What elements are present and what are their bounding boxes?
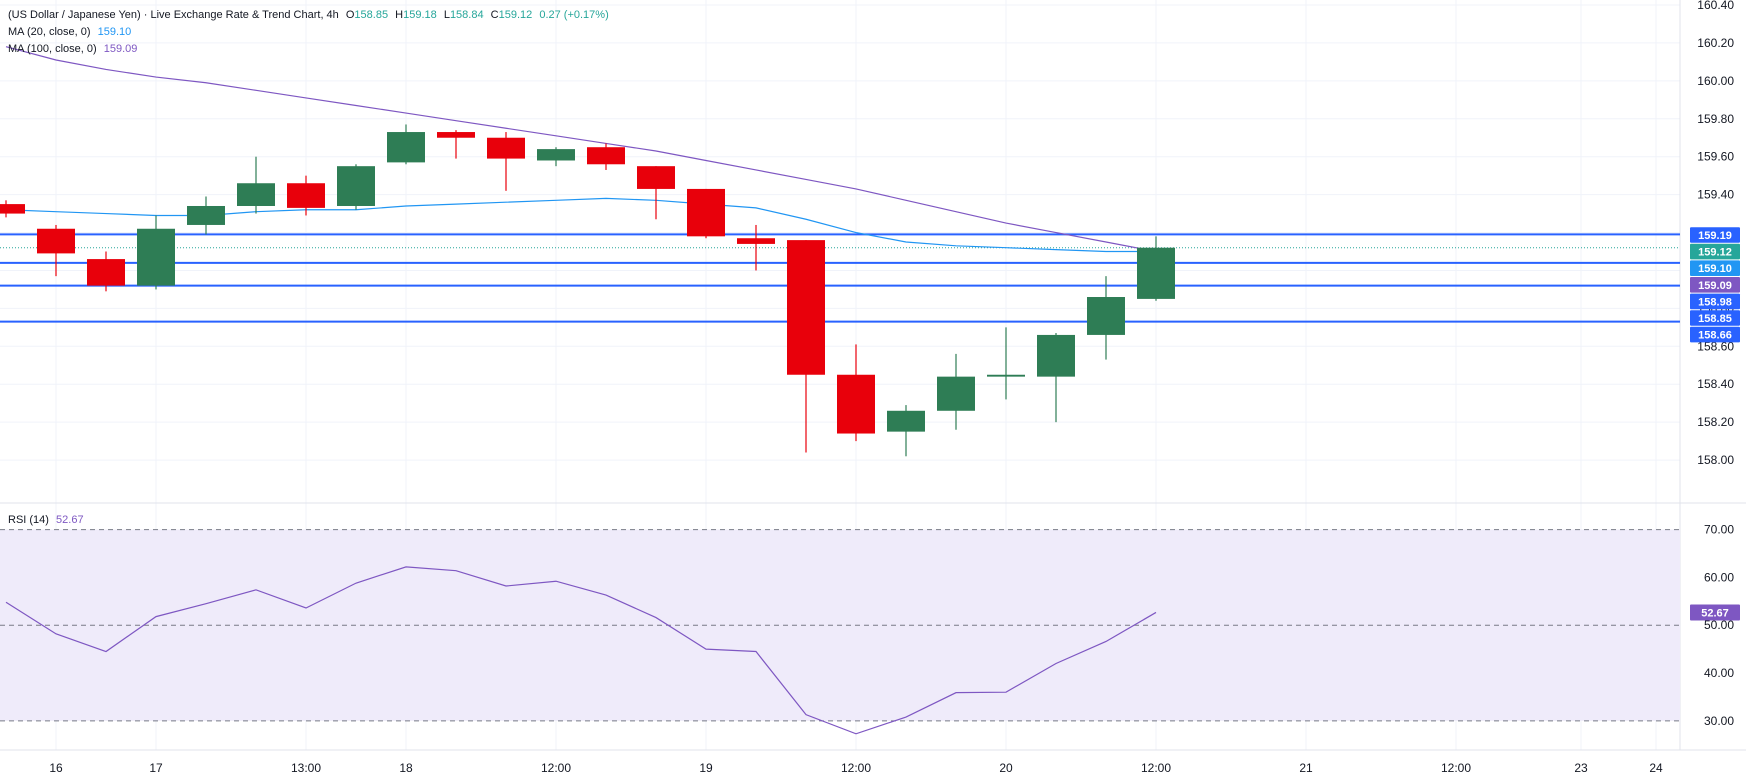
ma20-line[interactable] bbox=[5, 197, 1156, 253]
candle-body-up[interactable] bbox=[987, 374, 1025, 377]
ma100-label: MA (100, close, 0) bbox=[8, 43, 97, 55]
candle-body-up[interactable] bbox=[887, 410, 925, 432]
candle-body-up[interactable] bbox=[537, 149, 575, 161]
price-axis-tag bbox=[1690, 243, 1740, 260]
chart-title: (US Dollar / Japanese Yen) · Live Exchan… bbox=[8, 9, 339, 21]
candle-body-up[interactable] bbox=[1087, 297, 1125, 335]
price-tick-label: 160.40 bbox=[1697, 0, 1734, 12]
price-axis-tag bbox=[1690, 260, 1740, 276]
price-axis-tag-label: 159.09 bbox=[1698, 280, 1732, 292]
time-tick-label: 12:00 bbox=[541, 761, 571, 775]
candle-body-up[interactable] bbox=[1137, 247, 1175, 299]
time-tick-label: 18 bbox=[399, 761, 413, 775]
ma100-line[interactable] bbox=[5, 46, 1157, 253]
rsi-value: 52.67 bbox=[56, 514, 84, 526]
price-tick-label: 159.60 bbox=[1697, 150, 1734, 164]
time-tick-label: 12:00 bbox=[841, 761, 871, 775]
rsi-tick-label: 50.00 bbox=[1704, 618, 1734, 632]
candle-body-down[interactable] bbox=[437, 132, 475, 138]
price-tick-label: 159.80 bbox=[1697, 112, 1734, 126]
price-tick-label: 158.00 bbox=[1697, 453, 1734, 467]
rsi-tick-label: 70.00 bbox=[1704, 523, 1734, 537]
high-readout: H159.18 bbox=[395, 9, 437, 21]
price-axis-tag bbox=[1690, 326, 1740, 343]
candle-body-up[interactable] bbox=[137, 228, 175, 286]
price-tick-label: 160.20 bbox=[1697, 36, 1734, 50]
candle-body-down[interactable] bbox=[837, 374, 875, 434]
rsi-legend[interactable]: RSI (14) 52.67 bbox=[8, 514, 88, 526]
price-tick-label: 158.20 bbox=[1697, 415, 1734, 429]
change-readout: 0.27 (+0.17%) bbox=[539, 9, 609, 21]
candle-body-down[interactable] bbox=[0, 204, 25, 214]
price-tick-label: 160.00 bbox=[1697, 74, 1734, 88]
rsi-value-tag-label: 52.67 bbox=[1701, 607, 1729, 619]
time-tick-label: 19 bbox=[699, 761, 713, 775]
open-readout: O158.85 bbox=[345, 9, 389, 21]
time-tick-label: 12:00 bbox=[1141, 761, 1171, 775]
ma100-legend[interactable]: MA (100, close, 0) 159.09 bbox=[8, 43, 141, 55]
candle-body-down[interactable] bbox=[37, 228, 75, 254]
close-readout: C159.12 bbox=[490, 9, 533, 21]
price-axis-tag bbox=[1690, 310, 1740, 326]
candle-body-up[interactable] bbox=[387, 132, 425, 163]
price-axis-tag-label: 158.98 bbox=[1698, 296, 1732, 308]
candle-body-down[interactable] bbox=[287, 183, 325, 208]
price-axis-tag bbox=[1690, 227, 1740, 243]
rsi-value-tag bbox=[1690, 604, 1740, 621]
time-tick-label: 12:00 bbox=[1441, 761, 1471, 775]
time-tick-label: 20 bbox=[999, 761, 1013, 775]
candle-body-down[interactable] bbox=[487, 137, 525, 159]
candle-body-down[interactable] bbox=[87, 259, 125, 286]
price-axis-tag-label: 159.10 bbox=[1698, 263, 1732, 275]
time-tick-label: 13:00 bbox=[291, 761, 321, 775]
ma20-legend[interactable]: MA (20, close, 0) 159.10 bbox=[8, 26, 135, 38]
chart-title-legend: (US Dollar / Japanese Yen) · Live Exchan… bbox=[8, 9, 613, 21]
candle-body-down[interactable] bbox=[637, 166, 675, 189]
candle-body-up[interactable] bbox=[1037, 334, 1075, 377]
price-axis-tag-label: 159.19 bbox=[1698, 230, 1732, 242]
candle-body-down[interactable] bbox=[587, 147, 625, 165]
candle-body-down[interactable] bbox=[737, 238, 775, 244]
ma100-value: 159.09 bbox=[103, 43, 138, 55]
low-readout: L158.84 bbox=[443, 9, 484, 21]
time-tick-label: 23 bbox=[1574, 761, 1588, 775]
candle-body-up[interactable] bbox=[187, 205, 225, 225]
rsi-tick-label: 60.00 bbox=[1704, 570, 1734, 584]
candle-body-up[interactable] bbox=[337, 166, 375, 206]
price-tick-label: 158.40 bbox=[1697, 377, 1734, 391]
price-axis-tag bbox=[1690, 277, 1740, 293]
price-axis-tag-label: 158.85 bbox=[1698, 313, 1732, 325]
time-tick-label: 21 bbox=[1299, 761, 1313, 775]
candle-body-up[interactable] bbox=[937, 376, 975, 411]
ma20-value: 159.10 bbox=[97, 26, 132, 38]
rsi-line[interactable] bbox=[5, 566, 1157, 735]
price-tick-label: 159.40 bbox=[1697, 188, 1734, 202]
ma20-label: MA (20, close, 0) bbox=[8, 26, 91, 38]
rsi-tick-label: 40.00 bbox=[1704, 666, 1734, 680]
candle-body-down[interactable] bbox=[687, 188, 725, 237]
price-axis-tag bbox=[1690, 293, 1740, 310]
candle-body-up[interactable] bbox=[237, 183, 275, 206]
time-tick-label: 24 bbox=[1649, 761, 1663, 775]
price-tick-label: 158.60 bbox=[1697, 339, 1734, 353]
rsi-tick-label: 30.00 bbox=[1704, 714, 1734, 728]
rsi-label: RSI (14) bbox=[8, 514, 49, 526]
time-tick-label: 16 bbox=[49, 761, 63, 775]
price-axis-tag-label: 159.12 bbox=[1698, 247, 1732, 259]
time-tick-label: 17 bbox=[149, 761, 163, 775]
candle-body-down[interactable] bbox=[787, 240, 825, 375]
price-axis-tag-label: 158.66 bbox=[1698, 330, 1732, 342]
